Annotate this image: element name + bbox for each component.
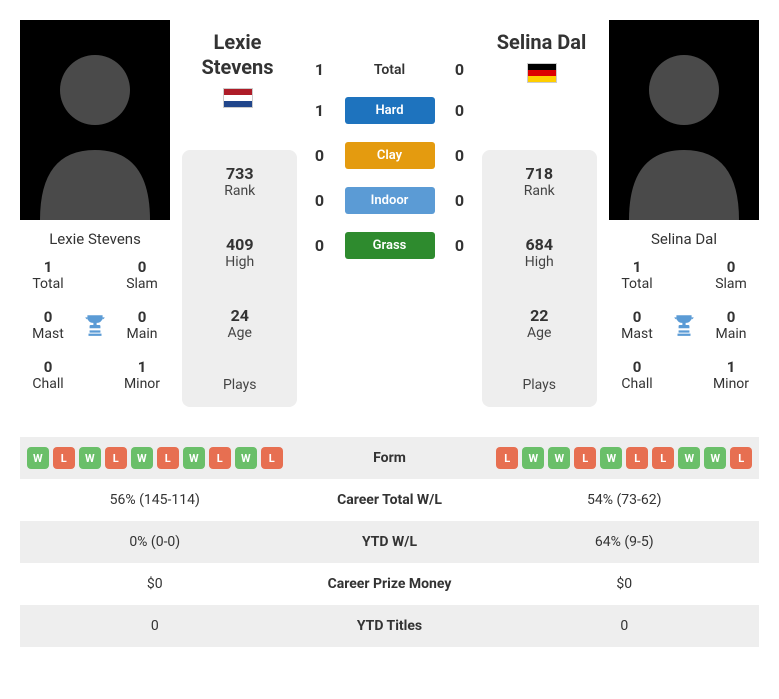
form-badge-l: L <box>261 447 283 469</box>
h2h-column: 1 Total 0 1 Hard 0 0 Clay 0 0 Indoor 0 0 <box>310 20 470 407</box>
form-badge-w: W <box>548 447 570 469</box>
form-badge-l: L <box>209 447 231 469</box>
h2h-grass-row: 0 Grass 0 <box>310 232 470 259</box>
form-badge-l: L <box>53 447 75 469</box>
form-badge-w: W <box>235 447 257 469</box>
title-total: 1Total <box>20 258 76 292</box>
title-total: 1Total <box>609 258 665 292</box>
comparison-table: WLWLWLWLWL Form LWWLWLLWWL 56% (145-114)… <box>20 437 759 647</box>
title-main: 0Main <box>703 308 759 342</box>
stat-plays: Plays <box>522 371 556 399</box>
h2h-total-right: 0 <box>450 60 470 79</box>
stat-age: 22Age <box>527 300 551 347</box>
form-badge-w: W <box>600 447 622 469</box>
surface-grass-badge: Grass <box>345 232 435 259</box>
stat-age: 24Age <box>228 300 252 347</box>
h2h-total-row: 1 Total 0 <box>310 60 470 79</box>
player-right-titles: 1Total 0Slam 0Mast 0Main 0Chall 1Minor <box>609 258 759 392</box>
form-badge-w: W <box>704 447 726 469</box>
form-badge-l: L <box>730 447 752 469</box>
silhouette-icon <box>20 20 170 220</box>
title-main: 0Main <box>114 308 170 342</box>
title-chall: 0Chall <box>20 358 76 392</box>
title-slam: 0Slam <box>114 258 170 292</box>
player-left-name-block: Lexie Stevens <box>180 30 295 112</box>
h2h-total-left: 1 <box>310 60 330 79</box>
form-badge-w: W <box>79 447 101 469</box>
title-minor: 1Minor <box>703 358 759 392</box>
h2h-indoor-row: 0 Indoor 0 <box>310 187 470 214</box>
title-mast: 0Mast <box>20 308 76 342</box>
surface-indoor-badge: Indoor <box>345 187 435 214</box>
title-slam: 0Slam <box>703 258 759 292</box>
form-badge-w: W <box>27 447 49 469</box>
surface-clay-badge: Clay <box>345 142 435 169</box>
form-left-list: WLWLWLWLWL <box>20 447 290 469</box>
player-left-name: Lexie Stevens <box>180 30 295 80</box>
stat-high: 684High <box>525 229 554 276</box>
title-mast: 0Mast <box>609 308 665 342</box>
player-left-card: Lexie Stevens 1Total 0Slam 0Mast 0Main 0… <box>20 20 170 407</box>
form-badge-l: L <box>652 447 674 469</box>
form-badge-l: L <box>574 447 596 469</box>
cmp-ytd-wl-row: 0% (0-0) YTD W/L 64% (9-5) <box>20 521 759 563</box>
form-badge-w: W <box>183 447 205 469</box>
stat-high: 409High <box>225 229 254 276</box>
h2h-clay-row: 0 Clay 0 <box>310 142 470 169</box>
form-badge-w: W <box>522 447 544 469</box>
trophy-icon <box>76 312 114 338</box>
form-badge-l: L <box>496 447 518 469</box>
player-right-card: Selina Dal 1Total 0Slam 0Mast 0Main 0Cha… <box>609 20 759 407</box>
form-badge-w: W <box>131 447 153 469</box>
player-left-titles: 1Total 0Slam 0Mast 0Main 0Chall 1Minor <box>20 258 170 392</box>
stat-plays: Plays <box>223 371 257 399</box>
trophy-icon <box>665 312 703 338</box>
cmp-form-label: Form <box>290 450 490 466</box>
title-minor: 1Minor <box>114 358 170 392</box>
h2h-hard-row: 1 Hard 0 <box>310 97 470 124</box>
cmp-ytd-titles-row: 0 YTD Titles 0 <box>20 605 759 647</box>
player-right-name: Selina Dal <box>484 30 599 55</box>
player-right-stats: 718Rank 684High 22Age Plays <box>482 150 597 407</box>
stat-rank: 733Rank <box>224 158 255 205</box>
cmp-prize-row: $0 Career Prize Money $0 <box>20 563 759 605</box>
flag-germany-icon <box>527 63 557 83</box>
player-left-stats: 733Rank 409High 24Age Plays <box>182 150 297 407</box>
title-chall: 0Chall <box>609 358 665 392</box>
surface-hard-badge: Hard <box>345 97 435 124</box>
h2h-total-label: Total <box>345 62 435 78</box>
form-badge-l: L <box>105 447 127 469</box>
form-badge-l: L <box>626 447 648 469</box>
form-badge-w: W <box>678 447 700 469</box>
form-right-list: LWWLWLLWWL <box>490 447 760 469</box>
silhouette-icon <box>609 20 759 220</box>
player-right-name-block: Selina Dal <box>484 30 599 87</box>
player-left-card-name: Lexie Stevens <box>49 220 141 258</box>
cmp-form-row: WLWLWLWLWL Form LWWLWLLWWL <box>20 437 759 479</box>
form-badge-l: L <box>157 447 179 469</box>
player-right-photo <box>609 20 759 220</box>
cmp-career-wl-row: 56% (145-114) Career Total W/L 54% (73-6… <box>20 479 759 521</box>
flag-netherlands-icon <box>223 88 253 108</box>
player-left-photo <box>20 20 170 220</box>
stat-rank: 718Rank <box>524 158 555 205</box>
player-right-card-name: Selina Dal <box>651 220 717 258</box>
